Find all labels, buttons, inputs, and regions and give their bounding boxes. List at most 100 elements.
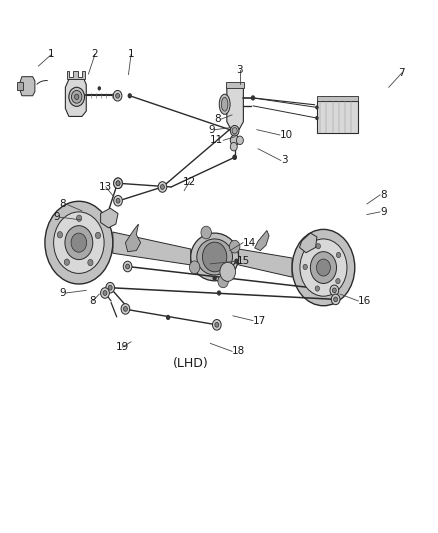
Text: 8: 8 [380,190,387,200]
Text: 3: 3 [281,156,287,165]
Text: 14: 14 [243,238,256,248]
Circle shape [121,304,130,314]
Circle shape [53,212,104,273]
Circle shape [230,125,239,136]
Circle shape [336,279,340,284]
Circle shape [303,264,307,270]
Circle shape [98,86,101,91]
Text: 16: 16 [358,296,371,306]
Circle shape [113,91,122,101]
Bar [18,82,23,91]
Circle shape [316,244,321,249]
Text: 9: 9 [59,288,66,298]
Circle shape [234,259,239,264]
Circle shape [212,276,217,281]
Circle shape [232,127,237,134]
Ellipse shape [197,239,233,275]
Circle shape [317,259,330,276]
Text: 9: 9 [380,207,387,217]
Ellipse shape [221,98,228,111]
Circle shape [251,95,255,101]
Text: 10: 10 [280,130,293,140]
Circle shape [311,252,336,284]
Circle shape [160,184,164,189]
Circle shape [103,290,107,295]
Text: 15: 15 [237,256,250,266]
Circle shape [315,286,319,291]
Circle shape [57,232,63,238]
Polygon shape [113,232,191,265]
Text: 3: 3 [237,66,243,75]
Circle shape [212,319,221,330]
Circle shape [315,106,319,110]
Polygon shape [101,208,118,228]
Polygon shape [20,77,35,96]
Circle shape [116,198,120,203]
Circle shape [101,288,110,298]
Text: 13: 13 [99,182,113,192]
Circle shape [292,229,355,306]
Circle shape [116,181,120,185]
Circle shape [71,233,87,252]
Circle shape [330,285,339,296]
Bar [317,101,358,133]
Circle shape [217,290,221,296]
Circle shape [237,136,244,144]
Circle shape [233,155,237,160]
Polygon shape [227,87,244,130]
Text: 9: 9 [53,212,60,222]
Text: 12: 12 [183,176,196,187]
Circle shape [218,275,228,288]
Text: 19: 19 [116,342,129,352]
Text: 1: 1 [48,50,55,59]
Circle shape [71,91,82,103]
Circle shape [230,240,240,253]
Circle shape [127,93,132,99]
Text: 17: 17 [253,316,266,326]
Text: 11: 11 [210,135,223,146]
Text: 8: 8 [215,114,221,124]
Circle shape [201,226,212,239]
Circle shape [300,239,347,296]
Circle shape [215,322,219,327]
Text: 9: 9 [208,125,215,135]
Polygon shape [67,71,85,79]
Circle shape [114,178,122,189]
Circle shape [116,93,120,98]
Bar [226,82,244,88]
Text: 8: 8 [89,296,96,306]
Polygon shape [125,224,141,252]
Circle shape [65,225,93,260]
Circle shape [108,285,112,290]
Circle shape [126,264,130,269]
Circle shape [64,259,70,265]
Circle shape [124,306,127,311]
Circle shape [166,315,170,320]
Circle shape [114,196,122,206]
Circle shape [230,135,239,146]
Circle shape [106,282,115,293]
Circle shape [334,297,338,302]
Bar [317,96,358,101]
Ellipse shape [219,94,230,114]
Circle shape [74,94,79,100]
Circle shape [233,155,237,160]
Circle shape [45,201,113,284]
Circle shape [77,215,82,221]
Text: 2: 2 [92,50,98,59]
Circle shape [331,294,340,305]
Text: 7: 7 [399,68,405,78]
Circle shape [189,261,200,273]
Circle shape [114,178,122,189]
Circle shape [116,181,120,185]
Polygon shape [254,230,269,251]
Circle shape [69,87,85,107]
Circle shape [220,262,236,281]
Circle shape [123,261,132,272]
Circle shape [158,182,167,192]
Polygon shape [239,249,292,277]
Circle shape [202,242,227,272]
Ellipse shape [191,233,239,281]
Circle shape [332,288,336,293]
Text: 18: 18 [232,346,245,357]
